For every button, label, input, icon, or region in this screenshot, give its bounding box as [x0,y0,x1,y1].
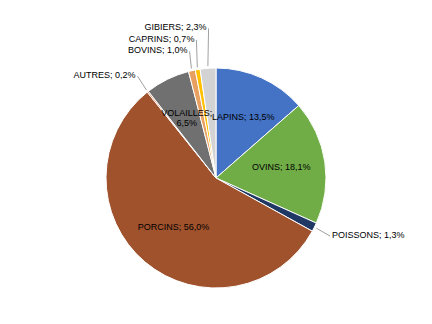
slice-label: PORCINS; 56,0% [138,223,210,233]
leader-line [207,28,209,66]
slice-label: POISSONS; 1,3% [332,230,405,240]
slice-label: VOLAILLES;6,5% [161,108,212,129]
labels: LAPINS; 13,5% OVINS; 18,1% POISSONS; 1,3% P… [73,23,404,241]
leader-lines [138,28,331,236]
slice-label: OVINS; 18,1% [252,163,311,173]
slices [106,68,326,288]
chart: LAPINS; 13,5% OVINS; 18,1% POISSONS; 1,3% P… [0,0,432,324]
slice-label: AUTRES; 0,2% [73,71,135,81]
leader-line [316,228,330,236]
slice-label: LAPINS; 13,5% [212,112,275,122]
leader-line [138,76,147,90]
slice-label: CAPRINS; 0,7% [129,34,195,44]
slice-label: GIBIERS; 2,3% [145,23,207,33]
leader-line [190,51,192,68]
slice-label: BOVINS; 1,0% [128,46,188,56]
pie-slice [200,68,216,178]
leader-line [196,40,198,68]
